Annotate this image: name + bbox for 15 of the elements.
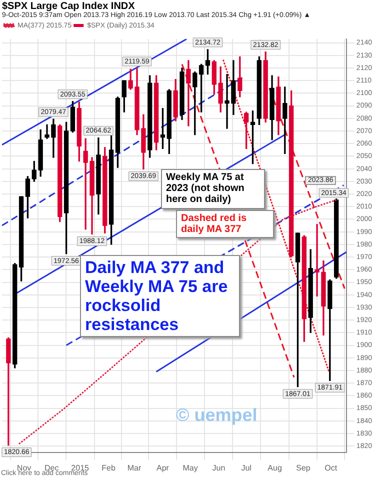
x-tick-label: Oct <box>324 463 338 472</box>
chart-title: $SPX Large Cap Index INDX <box>2 1 135 12</box>
x-tick-label: Aug <box>268 463 282 472</box>
annotation: © uempel <box>176 405 258 426</box>
x-tick-label: Mar <box>127 463 142 472</box>
x-tick-label: Sep <box>296 463 311 472</box>
note-box: Weekly MA 75 at 2023 (not shown here on daily) <box>161 169 265 209</box>
note-box: Dashed red is daily MA 377 <box>176 210 274 238</box>
x-tick-label: Feb <box>102 463 116 472</box>
x-tick-label: Apr <box>156 463 170 472</box>
note-box: Daily MA 377 and Weekly MA 75 are rocksolid resistances <box>80 255 240 338</box>
x-tick-label: May <box>182 463 198 472</box>
x-tick-label: Jun <box>212 463 226 472</box>
x-tick-label: 2015 <box>71 463 90 472</box>
x-tick-label: Jul <box>241 463 252 472</box>
